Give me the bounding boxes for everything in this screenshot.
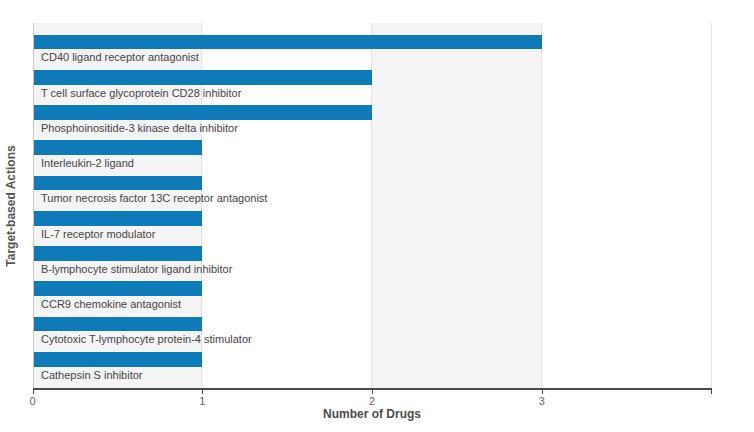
x-tick-mark	[711, 390, 712, 394]
plot-band	[542, 23, 712, 389]
x-tick-label: 3	[539, 396, 545, 407]
bar[interactable]	[34, 105, 373, 120]
category-label: B-lymphocyte stimulator ligand inhibitor	[41, 264, 232, 275]
category-label: Interleukin-2 ligand	[41, 158, 134, 169]
x-tick-label: 1	[199, 396, 205, 407]
bar[interactable]	[34, 211, 203, 226]
gridline	[711, 23, 712, 389]
x-tick-label: 2	[369, 396, 375, 407]
category-label: CD40 ligand receptor antagonist	[41, 52, 199, 63]
category-label: Cytotoxic T-lymphocyte protein-4 stimula…	[41, 334, 252, 345]
bar[interactable]	[34, 246, 203, 261]
gridline	[541, 23, 542, 389]
y-axis-title: Target-based Actions	[5, 145, 17, 266]
bar[interactable]	[34, 317, 203, 332]
category-label: T cell surface glycoprotein CD28 inhibit…	[41, 88, 241, 99]
bar[interactable]	[34, 70, 373, 85]
bar[interactable]	[34, 35, 542, 50]
category-label: IL-7 receptor modulator	[41, 229, 155, 240]
x-tick-mark	[33, 390, 34, 394]
x-tick-label: 0	[29, 396, 35, 407]
x-tick-mark	[542, 390, 543, 394]
bar[interactable]	[34, 352, 203, 367]
plot-band	[372, 23, 542, 389]
x-tick-mark	[372, 390, 373, 394]
x-tick-mark	[202, 390, 203, 394]
category-label: CCR9 chemokine antagonist	[41, 299, 181, 310]
bar[interactable]	[34, 140, 203, 155]
category-label: Tumor necrosis factor 13C receptor antag…	[41, 193, 267, 204]
bar-chart: Target-based Actions CD40 ligand recepto…	[0, 0, 754, 432]
category-label: Phosphoinositide-3 kinase delta inhibito…	[41, 123, 238, 134]
x-axis-title: Number of Drugs	[33, 408, 712, 420]
category-label: Cathepsin S inhibitor	[41, 370, 143, 381]
bar[interactable]	[34, 281, 203, 296]
bar[interactable]	[34, 176, 203, 191]
plot-area: CD40 ligand receptor antagonist T cell su…	[33, 23, 712, 389]
